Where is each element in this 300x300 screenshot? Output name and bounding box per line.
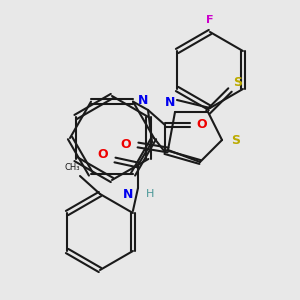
Text: O: O (197, 118, 207, 131)
Text: N: N (165, 95, 175, 109)
Text: F: F (206, 15, 214, 25)
Text: N: N (138, 94, 148, 106)
Text: O: O (98, 148, 108, 160)
Text: S: S (233, 76, 242, 88)
Text: CH₃: CH₃ (64, 164, 80, 172)
Text: H: H (146, 189, 154, 199)
Text: O: O (121, 139, 131, 152)
Text: S: S (232, 134, 241, 146)
Text: N: N (123, 188, 133, 200)
